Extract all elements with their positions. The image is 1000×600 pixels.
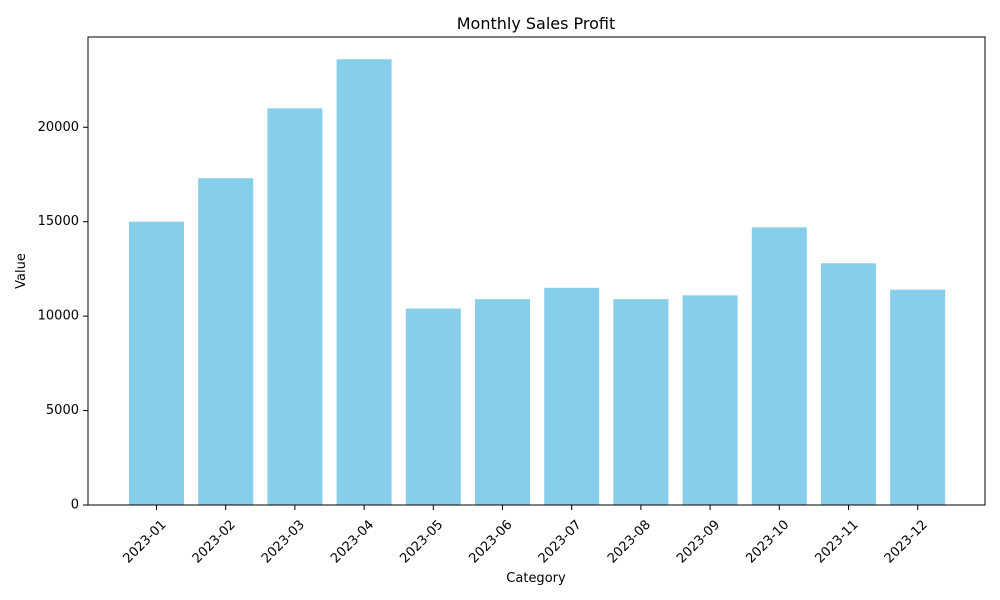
x-tick-label: 2023-07	[536, 517, 585, 566]
x-tick-label: 2023-03	[259, 517, 308, 566]
bar-2023-12	[890, 289, 946, 505]
y-tick-label: 0	[71, 498, 79, 513]
x-tick-label: 2023-10	[743, 517, 792, 566]
x-axis-title: Category	[506, 571, 566, 586]
y-axis: 0 5000 10000 15000 20000	[38, 120, 88, 513]
x-tick-label: 2023-09	[674, 517, 723, 566]
bar-2023-06	[475, 299, 530, 505]
bars-group	[129, 59, 946, 505]
x-tick-label: 2023-02	[190, 517, 239, 566]
y-axis-title: Value	[14, 253, 29, 289]
y-tick-label: 5000	[46, 403, 79, 418]
bar-2023-08	[613, 299, 669, 505]
bar-2023-05	[405, 308, 461, 505]
bar-2023-02	[198, 178, 254, 505]
bar-2023-01	[129, 221, 184, 505]
bar-2023-03	[267, 108, 323, 505]
y-tick-label: 10000	[38, 309, 79, 324]
bar-2023-04	[336, 59, 392, 505]
y-tick-label: 20000	[38, 120, 79, 135]
x-tick-label: 2023-08	[605, 517, 654, 566]
x-tick-label: 2023-11	[813, 517, 862, 566]
x-axis: 2023-01 2023-02 2023-03 2023-04 2023-05 2023-…	[121, 505, 931, 566]
bar-2023-07	[544, 287, 600, 505]
bar-2023-09	[682, 295, 738, 505]
y-tick-label: 15000	[38, 214, 79, 229]
x-tick-label: 2023-01	[121, 517, 170, 566]
chart-title: Monthly Sales Profit	[457, 14, 616, 33]
x-tick-label: 2023-04	[328, 517, 377, 566]
x-tick-label: 2023-06	[467, 517, 516, 566]
bar-2023-11	[821, 263, 876, 505]
bar-2023-10	[751, 227, 807, 505]
plot-frame	[87, 36, 986, 506]
x-tick-label: 2023-05	[397, 517, 446, 566]
x-tick-label: 2023-12	[882, 517, 931, 566]
